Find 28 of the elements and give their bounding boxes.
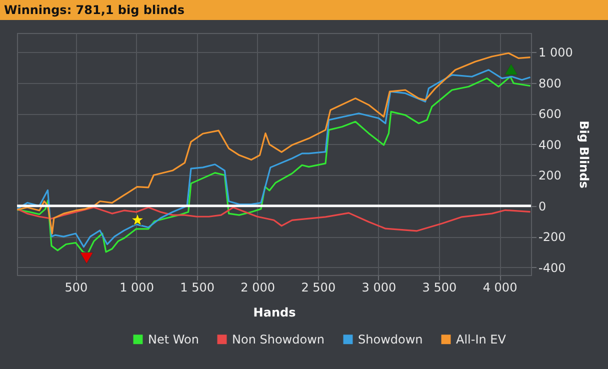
x-tick-label: 4 000 — [482, 280, 518, 294]
line-series — [17, 52, 531, 234]
x-axis-title: Hands — [253, 306, 296, 320]
x-tick-label: 2 000 — [240, 280, 276, 294]
chart-title: Winnings: 781,1 big blinds — [0, 0, 608, 20]
legend-label: Net Won — [148, 332, 199, 346]
x-tick-label: 1 500 — [180, 280, 214, 294]
legend-label: Showdown — [358, 332, 423, 346]
x-tick-label: 3 000 — [362, 280, 396, 294]
y-axis-title: Big Blinds — [576, 120, 591, 188]
y-tick-label: -200 — [538, 230, 566, 244]
y-tick-label: -400 — [538, 260, 566, 275]
x-tick-label: 2 500 — [301, 280, 336, 294]
y-tick-label: 800 — [538, 76, 562, 90]
x-tick-label: 1 000 — [120, 280, 154, 294]
legend-label: All-In EV — [456, 332, 507, 346]
legend-label: Non Showdown — [232, 332, 324, 346]
point — [131, 213, 144, 226]
x-tick-label: 3 500 — [422, 280, 457, 294]
y-tick-label: 400 — [538, 138, 562, 152]
y-tick-label: 600 — [538, 107, 562, 122]
y-tick-label: 200 — [538, 168, 562, 183]
point — [80, 252, 94, 264]
y-tick-label: 0 — [538, 199, 546, 214]
y-tick-label: 1 000 — [538, 46, 573, 60]
line-series — [17, 206, 531, 232]
x-tick-label: 500 — [64, 280, 88, 294]
point — [504, 63, 518, 76]
